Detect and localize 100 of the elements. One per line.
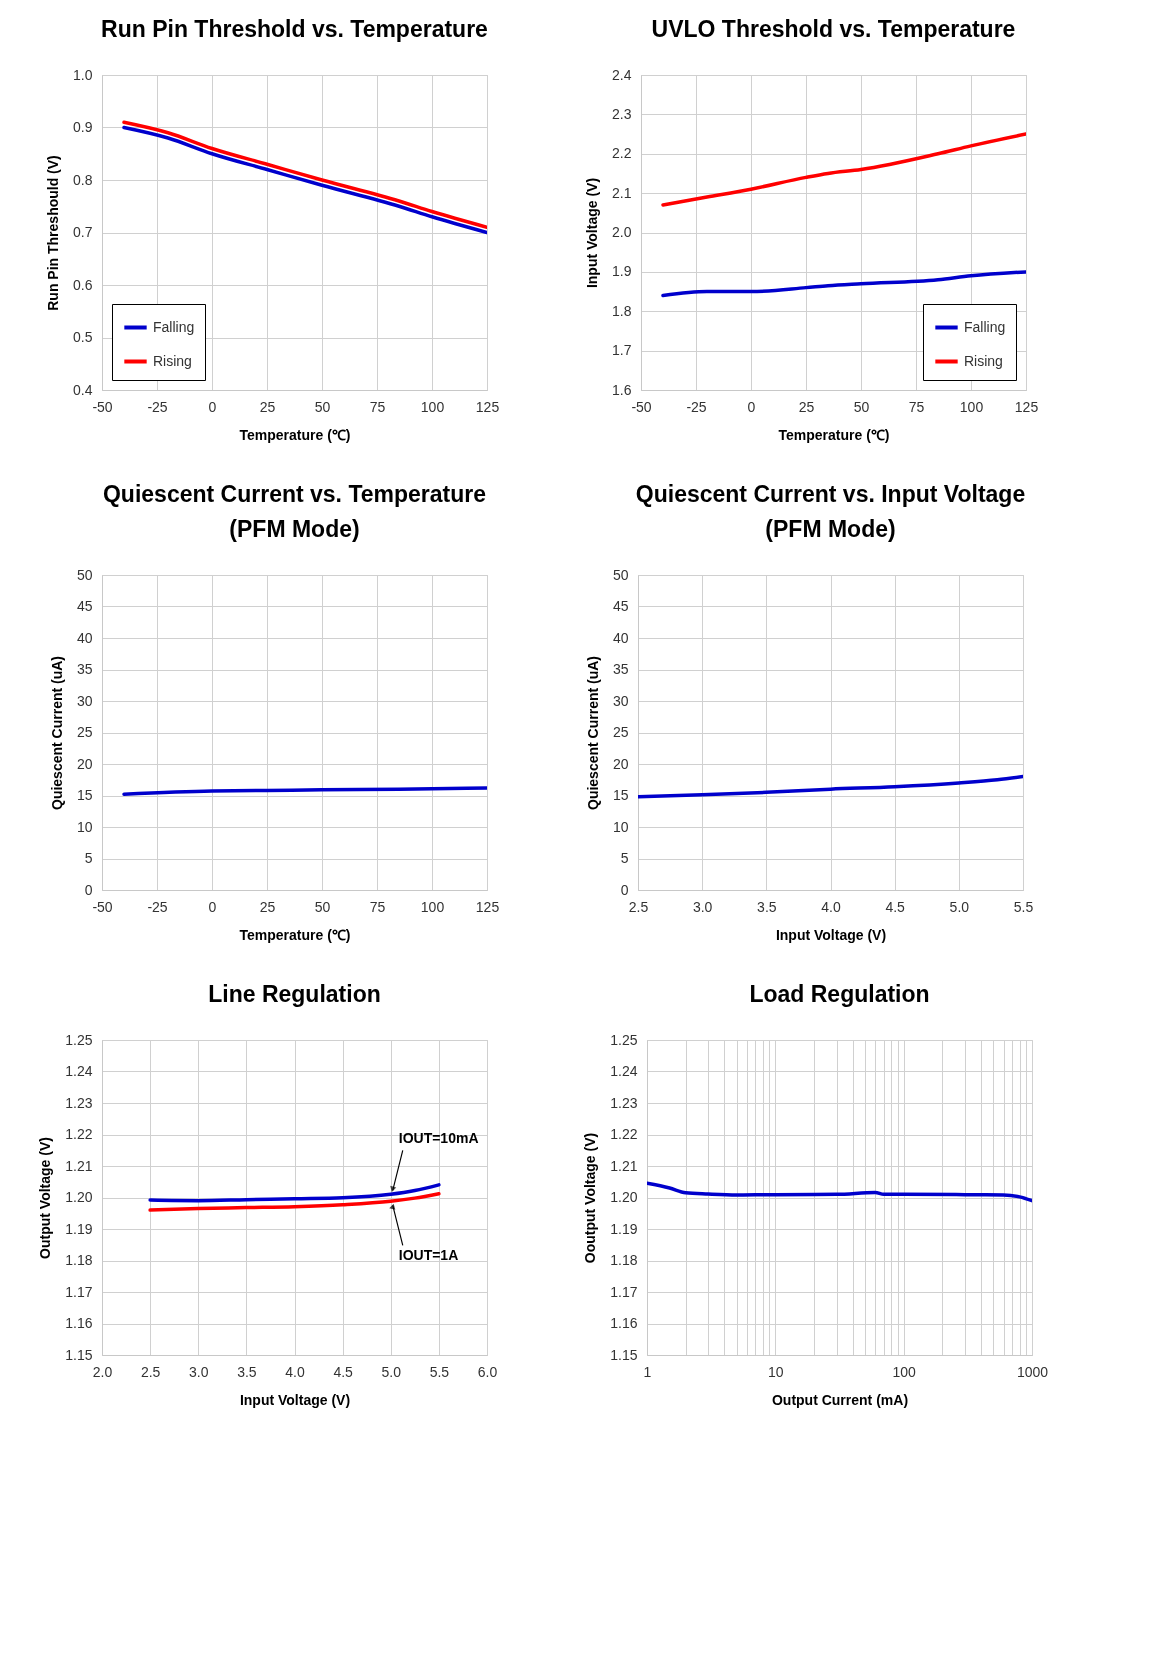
y-tick-label: 2.3 [612, 105, 632, 122]
x-tick-label: 100 [892, 1363, 917, 1380]
x-tick-label: 2.5 [628, 898, 649, 915]
y-tick-label: 1.18 [610, 1252, 638, 1268]
y-tick-label: 35 [76, 661, 93, 677]
y-tick-label: 5 [620, 850, 629, 866]
y-axis-title: Input Voltage (V) [584, 177, 601, 289]
y-tick-label: 25 [76, 724, 93, 740]
x-tick-label: 125 [475, 398, 500, 415]
y-tick-label: 1.21 [610, 1157, 638, 1174]
y-tick-label: 1.17 [610, 1283, 638, 1300]
x-tick-label: 5.5 [1013, 898, 1034, 915]
y-tick-label: 1.25 [610, 1031, 638, 1048]
x-tick-label: 50 [314, 398, 331, 415]
x-tick-label: 4.5 [333, 1363, 354, 1380]
y-tick-label: 2.4 [612, 66, 632, 83]
y-tick-label: 5 [84, 850, 93, 866]
chart-title: Quiescent Current vs. Temperature [102, 481, 487, 507]
x-axis-title: Input Voltage (V) [239, 1391, 351, 1408]
y-tick-label: 1.16 [65, 1315, 93, 1331]
x-tick-label: 0 [747, 398, 756, 415]
x-tick-label: 3.0 [692, 898, 713, 915]
y-tick-label: 10 [76, 818, 93, 835]
x-tick-label: 100 [420, 898, 445, 915]
y-tick-label: 1.23 [610, 1094, 638, 1111]
x-tick-label: 6.0 [477, 1363, 498, 1380]
y-tick-label: 20 [76, 755, 93, 772]
y-tick-label: 0.5 [73, 329, 93, 345]
text: IOUT=1A [398, 1247, 459, 1264]
chart-subtitle: (PFM Mode) [229, 516, 360, 542]
y-tick-label: 1.6 [612, 381, 632, 398]
y-tick-label: 1.7 [612, 342, 632, 359]
x-tick-label: -25 [147, 398, 168, 415]
y-tick-label: 1.20 [610, 1189, 638, 1205]
y-tick-label: 1.23 [65, 1094, 93, 1111]
x-tick-label: -50 [92, 898, 113, 915]
y-tick-label: 1.20 [65, 1189, 93, 1205]
y-tick-label: 1.0 [73, 66, 93, 83]
x-tick-label: 50 [314, 898, 331, 915]
x-tick-label: 1000 [1016, 1363, 1049, 1380]
x-tick-label: 50 [853, 398, 870, 415]
chart-title: Line Regulation [208, 981, 381, 1007]
y-axis-title: Ooutput Voltage (V) [582, 1132, 599, 1264]
x-tick-label: 75 [369, 898, 386, 915]
x-tick-label: 75 [369, 398, 386, 415]
chart-title: Quiescent Current vs. Input Voltage [635, 481, 1026, 507]
x-tick-label: 25 [798, 398, 815, 415]
x-tick-label: -25 [147, 898, 168, 915]
legend-label: Rising [153, 352, 192, 369]
line-series [661, 132, 1026, 207]
x-tick-label: 5.0 [949, 898, 970, 915]
x-tick-label: 4.5 [885, 898, 906, 915]
legend-label: Falling [964, 318, 1006, 335]
x-tick-label: 4.0 [285, 1363, 305, 1380]
y-tick-label: 1.9 [612, 263, 632, 280]
y-tick-label: 15 [612, 787, 629, 803]
y-tick-label: 1.21 [65, 1157, 93, 1174]
x-tick-label: -50 [631, 398, 652, 415]
x-tick-label: 25 [259, 398, 276, 415]
y-tick-label: 2.1 [612, 184, 632, 201]
y-tick-label: 35 [612, 661, 629, 677]
y-axis-title: Run Pin Threshould (V) [45, 155, 62, 311]
y-tick-label: 2.0 [612, 224, 632, 240]
x-tick-label: 0 [208, 398, 217, 415]
y-axis-title: Quiescent Current (uA) [48, 655, 65, 811]
x-tick-label: -25 [686, 398, 707, 415]
x-tick-label: 1 [643, 1363, 652, 1380]
x-axis-title: Output Current (mA) [771, 1391, 909, 1408]
x-tick-label: 3.5 [757, 898, 777, 915]
x-axis-title: Temperature (℃) [778, 426, 890, 443]
x-axis-title: Temperature (℃) [239, 426, 351, 443]
y-tick-label: 0.4 [73, 381, 93, 398]
y-tick-label: 40 [76, 629, 93, 646]
line-series [122, 786, 487, 796]
y-tick-label: 2.2 [612, 145, 632, 162]
y-tick-label: 1.19 [610, 1220, 638, 1237]
x-tick-label: 100 [959, 398, 984, 415]
y-tick-label: 0 [620, 881, 629, 898]
y-tick-label: 20 [612, 755, 629, 772]
y-tick-label: 40 [612, 629, 629, 646]
y-tick-label: 50 [612, 566, 629, 583]
x-tick-label: 125 [1014, 398, 1039, 415]
x-tick-label: 3.5 [237, 1363, 257, 1380]
x-tick-label: 4.0 [821, 898, 841, 915]
y-tick-label: 30 [76, 692, 93, 709]
y-tick-label: 1.19 [65, 1220, 93, 1237]
x-tick-label: 2.5 [140, 1363, 161, 1380]
y-tick-label: 30 [612, 692, 629, 709]
y-tick-label: 10 [612, 818, 629, 835]
x-axis-title: Input Voltage (V) [775, 926, 887, 943]
x-tick-label: 125 [475, 898, 500, 915]
line-series [638, 774, 1023, 799]
line-series [148, 1183, 441, 1203]
x-axis-title: Temperature (℃) [239, 926, 351, 943]
y-tick-label: 1.15 [610, 1346, 638, 1363]
x-tick-label: 0 [208, 898, 217, 915]
y-tick-label: 1.25 [65, 1031, 93, 1048]
legend-label: Falling [153, 318, 195, 335]
y-tick-label: 0.8 [73, 171, 93, 188]
y-tick-label: 1.17 [65, 1283, 93, 1300]
